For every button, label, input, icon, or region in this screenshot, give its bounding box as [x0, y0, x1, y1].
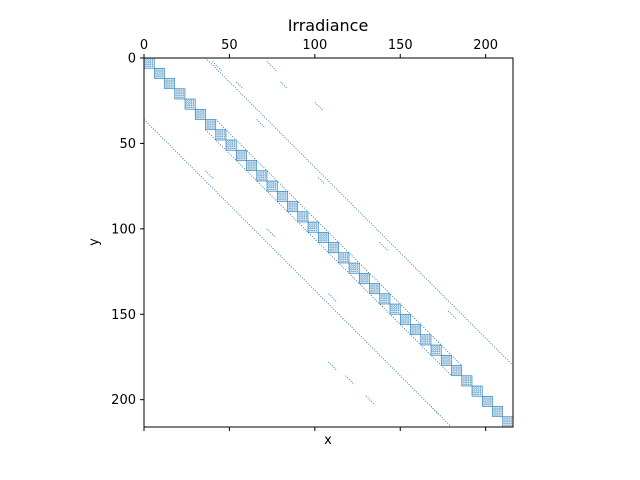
scatter-segment [379, 242, 389, 252]
diagonal-block [266, 180, 278, 192]
y-tick-label: 150 [111, 308, 136, 323]
off-diagonal-band [205, 129, 452, 377]
diagonal-block [307, 221, 319, 233]
x-tick-label: 150 [388, 38, 413, 53]
scatter-segment [266, 61, 278, 72]
diagonal-block [410, 324, 422, 336]
diagonal-block [379, 293, 391, 305]
x-ticks-top: 0 50 100 150 200 [140, 38, 498, 58]
x-ticks-bottom [143, 427, 487, 431]
diagonal-block [440, 354, 452, 366]
diagonal-block [215, 129, 227, 141]
diagonal-block [451, 365, 463, 377]
diagonal-block [205, 119, 217, 131]
scatter-segment [266, 228, 276, 238]
scatter-segment [256, 119, 266, 129]
diagonal-block [502, 416, 514, 428]
scatter-segment [205, 170, 215, 180]
diagonal-block [276, 190, 288, 202]
y-tick-label: 50 [119, 137, 136, 152]
x-tick-label: 100 [302, 38, 327, 53]
plot-area [143, 57, 514, 428]
diagonal-block [492, 406, 504, 418]
diagonal-block [143, 57, 155, 69]
diagonal-block [389, 303, 401, 315]
x-tick-label: 0 [140, 38, 148, 53]
y-axis-label: y [87, 238, 102, 246]
diagonal-block [287, 201, 299, 213]
diagonal-block [153, 67, 165, 79]
diagonal-block [420, 334, 432, 346]
scatter-segment [345, 375, 355, 385]
plot-frame [143, 57, 514, 428]
y-ticks: 0 50 100 150 200 [111, 52, 144, 408]
off-diagonal-band [215, 119, 463, 366]
off-diagonal-band [205, 57, 514, 366]
scatter-segment [365, 395, 375, 406]
scatter-segment [430, 406, 440, 416]
diagonal-block [246, 160, 258, 172]
scatter-segment [280, 81, 288, 90]
x-tick-label: 50 [221, 38, 238, 53]
scatter-segment [317, 177, 326, 185]
y-tick-label: 0 [128, 52, 136, 67]
off-diagonal-band [143, 119, 452, 428]
scatter-segment [212, 61, 223, 72]
diagonal-block [461, 375, 473, 387]
diagonal-block [164, 78, 176, 90]
scatter-segment [314, 102, 324, 112]
diagonal-block [256, 170, 268, 182]
diagonal-block [317, 231, 329, 243]
diagonal-block [471, 385, 483, 397]
diagonal-block [399, 313, 411, 325]
diagonal-block [348, 262, 360, 274]
diagonal-block [369, 283, 381, 295]
x-axis-label: x [324, 433, 332, 448]
diagonal-block [358, 272, 370, 284]
diagonal-block [225, 139, 237, 151]
scatter-segment [235, 81, 244, 90]
x-tick-label: 200 [473, 38, 498, 53]
diagonal-block [328, 242, 340, 254]
scatter-segment [328, 361, 338, 371]
chart-title: Irradiance [288, 16, 369, 35]
diagonal-block [194, 108, 206, 120]
y-tick-label: 200 [111, 393, 136, 408]
y-tick-label: 100 [111, 222, 136, 237]
diagonal-block [338, 252, 350, 264]
diagonal-block [174, 88, 186, 100]
scatter-segment [447, 310, 457, 320]
scatter-segment [328, 293, 338, 303]
diagonal-block [481, 395, 493, 407]
diagonal-block [430, 344, 442, 356]
diagonal-block [184, 98, 196, 110]
diagonal-block [297, 211, 309, 223]
diagonal-block [235, 149, 247, 161]
